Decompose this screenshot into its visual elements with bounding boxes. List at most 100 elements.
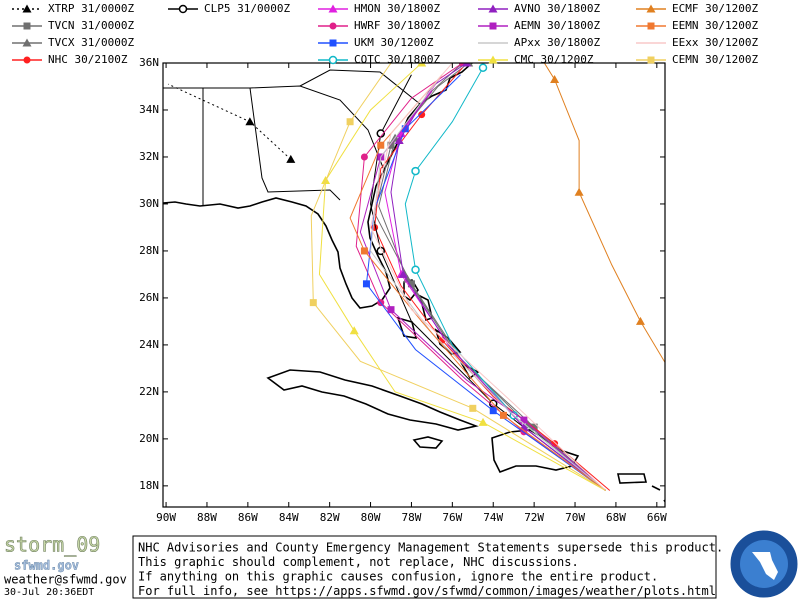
track-line — [404, 67, 607, 491]
timestamp: 30-Jul 20:36EDT — [4, 587, 94, 598]
lat-label: 26N — [139, 291, 159, 304]
triangle-marker — [635, 316, 645, 325]
lat-label: 28N — [139, 244, 159, 257]
lon-label: 74W — [483, 511, 503, 524]
square-marker — [329, 39, 337, 47]
open-circle-marker — [328, 55, 338, 65]
notice-line: NHC Advisories and County Emergency Mana… — [138, 541, 723, 555]
triangle-marker — [349, 326, 359, 335]
logo — [729, 529, 799, 599]
lon-label: 66W — [647, 511, 667, 524]
cuba — [266, 369, 479, 431]
open-circle-marker — [411, 166, 420, 176]
legend-label: XTRP 31/0000Z — [48, 2, 134, 15]
square-marker — [489, 407, 497, 415]
square-marker — [520, 416, 528, 424]
lon-label: 78W — [402, 511, 422, 524]
lon-label: 72W — [524, 511, 544, 524]
triangle-marker — [22, 4, 32, 13]
triangle-marker — [22, 38, 32, 47]
lon-label: 90W — [156, 511, 176, 524]
lon-label: 76W — [442, 511, 462, 524]
square-marker — [362, 280, 370, 288]
triangle-marker — [488, 4, 498, 13]
legend-label: CLP5 31/0000Z — [204, 2, 290, 15]
square-marker — [387, 141, 395, 149]
legend-label: TVCX 31/0000Z — [48, 36, 134, 49]
legend-label: CMC 30/1200Z — [514, 53, 594, 66]
email: weather@sfwmd.gov — [4, 573, 127, 587]
open-circle-marker — [411, 265, 420, 274]
circle-marker — [418, 111, 426, 119]
square-marker — [407, 280, 415, 288]
legend-label: TVCN 31/0000Z — [48, 19, 134, 32]
coastlines — [163, 63, 665, 503]
circle-marker — [360, 153, 368, 161]
lat-label: 34N — [139, 103, 159, 116]
square-marker — [387, 306, 395, 314]
lon-label: 70W — [565, 511, 585, 524]
lon-label: 82W — [320, 511, 340, 524]
square-marker — [401, 125, 409, 133]
square-marker — [377, 141, 385, 149]
legend-label: EExx 30/1200Z — [672, 36, 758, 49]
notice-line: If anything on this graphic causes confu… — [138, 570, 658, 584]
triangle-marker — [417, 63, 427, 67]
state-line — [299, 69, 421, 105]
lon-label: 86W — [238, 511, 258, 524]
lon-label: 84W — [279, 511, 299, 524]
square-marker — [647, 56, 655, 64]
lat-label: 36N — [139, 56, 159, 69]
notice-line: This graphic should complement, not repl… — [138, 555, 579, 569]
circle-marker — [329, 22, 337, 30]
legend: XTRP 31/0000Z TVCN 31/0000Z TVCX 31/0000Z N… — [12, 2, 758, 66]
triangle-marker — [574, 187, 584, 196]
lat-label: 18N — [139, 479, 159, 492]
open-circle-marker — [178, 4, 188, 14]
legend-label: UKM 30/1200Z — [354, 36, 434, 49]
legend-label: NHC 30/2100Z — [48, 53, 128, 66]
triangle-marker — [550, 74, 560, 83]
lat-label: 30N — [139, 197, 159, 210]
storm-name: storm_09 — [4, 533, 100, 557]
lat-label: 24N — [139, 338, 159, 351]
square-marker — [647, 22, 655, 30]
notice-line: For full info, see https://apps.sfwmd.go… — [138, 584, 716, 598]
triangle-marker — [394, 136, 404, 145]
lon-label: 80W — [361, 511, 381, 524]
puerto-rico — [617, 473, 648, 484]
legend-label: AEMN 30/1800Z — [514, 19, 600, 32]
track-line — [370, 74, 607, 491]
lat-label: 22N — [139, 385, 159, 398]
triangle-marker — [328, 4, 338, 13]
triangle-marker — [396, 128, 406, 137]
legend-label: APxx 30/1800Z — [514, 36, 600, 49]
state-line — [163, 87, 341, 201]
legend-label: ECMF 30/1200Z — [672, 2, 758, 15]
lat-label: 32N — [139, 150, 159, 163]
map-axes: 90W 88W 86W 84W 82W 80W 78W 76W 74W 72W 70W 68W 66W 3… — [139, 56, 667, 524]
track-line — [374, 67, 611, 491]
map-frame — [162, 62, 666, 508]
lon-label: 68W — [606, 511, 626, 524]
bahamas — [396, 279, 480, 380]
track-line — [318, 63, 606, 491]
state-line — [249, 85, 385, 171]
square-marker — [499, 411, 507, 419]
site-name: sfwmd.gov — [14, 559, 79, 573]
track-line — [370, 63, 607, 491]
legend-label: HMON 30/1800Z — [354, 2, 440, 15]
triangle-marker — [478, 417, 488, 426]
square-marker — [469, 404, 477, 412]
square-marker — [309, 299, 317, 307]
legend-label: CEMN 30/1200Z — [672, 53, 758, 66]
notice-box — [132, 535, 717, 599]
model-tracks — [167, 63, 665, 491]
square-marker — [530, 423, 538, 431]
triangle-marker — [462, 63, 472, 67]
legend-label: COTC 30/1800Z — [354, 53, 440, 66]
square-marker — [346, 118, 354, 126]
lon-label: 88W — [197, 511, 217, 524]
